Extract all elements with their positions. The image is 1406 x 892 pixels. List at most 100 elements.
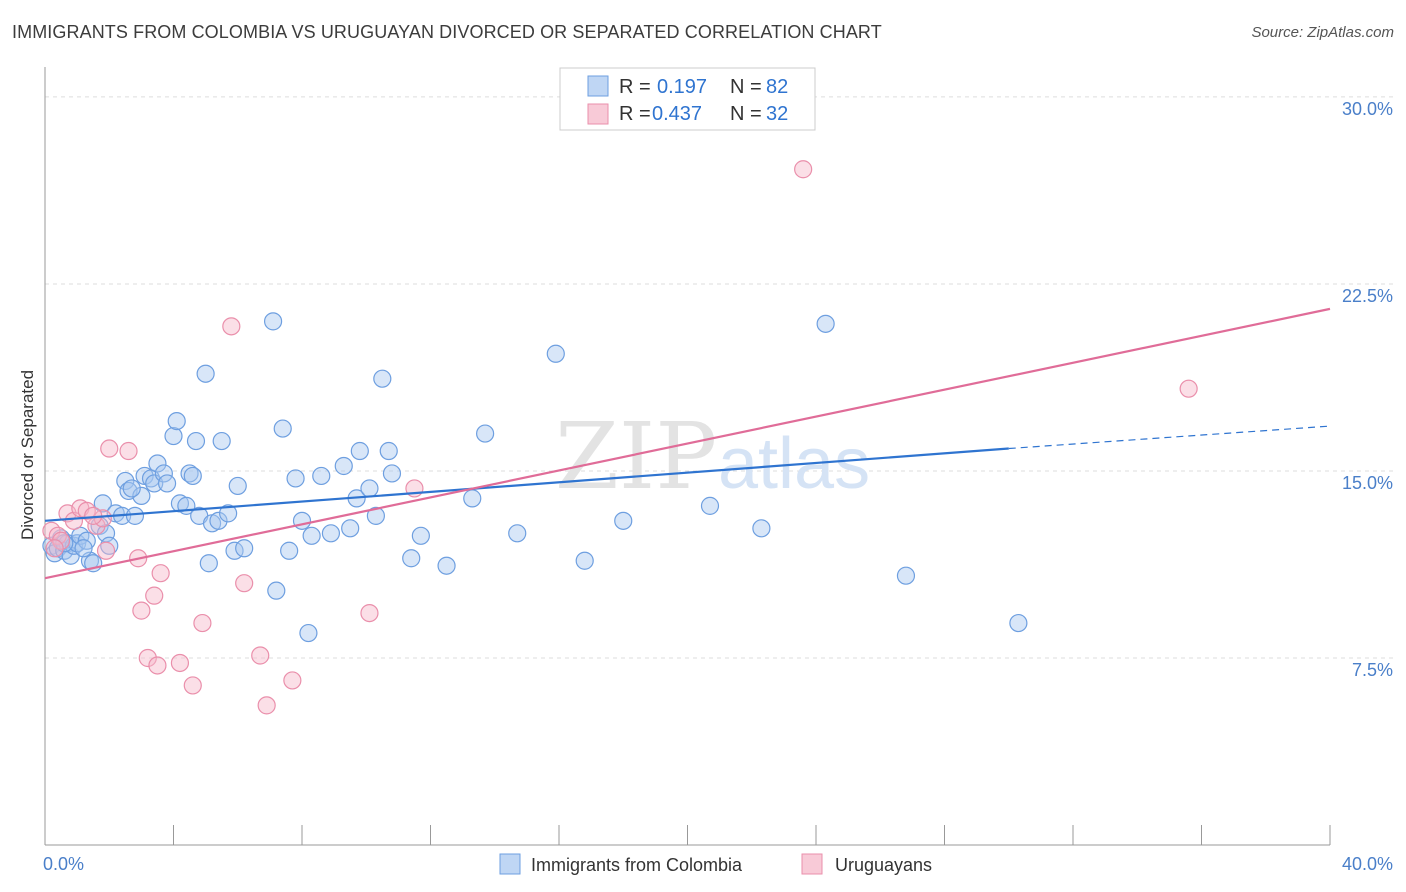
- data-point-blue: [463, 489, 482, 508]
- data-point-blue: [154, 464, 173, 483]
- data-point-pink: [132, 601, 151, 620]
- stats-r-value-blue: 0.197: [657, 76, 707, 98]
- bottom-legend: Immigrants from Colombia Uruguayans: [499, 853, 932, 875]
- data-point-blue: [302, 526, 321, 545]
- data-point-blue: [164, 426, 183, 446]
- data-point-blue: [334, 456, 353, 476]
- data-point-blue: [199, 554, 218, 573]
- data-point-blue: [273, 419, 292, 438]
- data-point-blue: [212, 431, 231, 451]
- data-points: [42, 160, 1198, 715]
- stats-legend: R = 0.197 N = 82 R = 0.437 N = 32: [559, 67, 816, 131]
- data-point-blue: [360, 479, 379, 498]
- data-point-blue: [366, 506, 385, 525]
- data-point-blue: [267, 581, 286, 600]
- trend-line-blue: [44, 447, 1009, 522]
- trend-line-pink: [44, 307, 1331, 580]
- data-point-blue: [186, 431, 206, 451]
- data-point-pink: [257, 696, 276, 715]
- data-point-blue: [209, 511, 228, 530]
- data-point-blue: [116, 471, 135, 491]
- data-point-blue: [125, 506, 145, 525]
- data-point-blue: [752, 519, 771, 538]
- x-tick-label: 40.0%: [1342, 854, 1393, 874]
- data-point-blue: [411, 526, 430, 545]
- data-point-blue: [132, 486, 151, 506]
- data-point-pink: [45, 539, 64, 558]
- data-point-blue: [896, 566, 916, 585]
- source-label: Source: ZipAtlas.com: [1251, 24, 1394, 41]
- data-point-blue: [476, 424, 495, 443]
- stats-r-value-pink: 0.437: [652, 103, 702, 125]
- x-tick-label: 0.0%: [43, 854, 84, 874]
- data-point-blue: [312, 466, 331, 486]
- legend-label-colombia: Immigrants from Colombia: [531, 855, 743, 875]
- watermark: ZIP atlas: [555, 403, 870, 510]
- legend-swatch-uruguayans: [801, 853, 823, 875]
- data-point-blue: [93, 494, 112, 513]
- y-tick-label: 7.5%: [1352, 660, 1393, 680]
- data-point-blue: [379, 441, 398, 461]
- data-point-blue: [183, 466, 202, 486]
- data-point-blue: [382, 464, 402, 483]
- data-point-blue: [816, 314, 835, 333]
- data-point-blue: [437, 556, 456, 575]
- stats-n-value-pink: 32: [766, 103, 788, 125]
- stats-legend-swatch-pink: [587, 103, 609, 125]
- data-point-pink: [183, 676, 202, 695]
- data-point-blue: [350, 441, 369, 461]
- stats-n-label-blue: N =: [730, 76, 762, 98]
- data-point-blue: [228, 476, 247, 496]
- stats-n-value-blue: 82: [766, 76, 788, 98]
- grid: [45, 96, 1395, 659]
- legend-swatch-colombia: [499, 853, 521, 875]
- data-point-blue: [299, 623, 318, 643]
- data-point-blue: [321, 524, 341, 543]
- y-tick-label: 30.0%: [1342, 99, 1393, 119]
- data-point-pink: [119, 441, 138, 461]
- watermark-zip: ZIP: [555, 403, 717, 510]
- data-point-pink: [235, 574, 254, 593]
- y-tick-label: 15.0%: [1342, 473, 1393, 493]
- stats-r-label-pink: R =: [619, 103, 651, 125]
- data-point-pink: [138, 648, 157, 668]
- stats-r-label-blue: R =: [619, 76, 651, 98]
- data-point-blue: [167, 411, 186, 431]
- data-point-pink: [794, 160, 813, 179]
- data-point-blue: [402, 549, 421, 568]
- trend-lines: [44, 307, 1331, 580]
- data-point-blue: [508, 524, 527, 543]
- data-point-blue: [280, 541, 299, 560]
- data-point-blue: [292, 511, 312, 530]
- data-point-blue: [219, 504, 238, 523]
- data-point-pink: [151, 564, 170, 583]
- data-point-pink: [170, 653, 190, 673]
- data-point-blue: [1009, 613, 1028, 633]
- data-point-blue: [546, 344, 565, 363]
- data-point-blue: [145, 474, 164, 493]
- data-point-pink: [96, 541, 116, 560]
- data-point-pink: [193, 613, 212, 633]
- data-point-blue: [373, 369, 392, 388]
- data-point-pink: [360, 603, 379, 623]
- y-tick-label: 22.5%: [1342, 286, 1393, 306]
- data-point-pink: [148, 656, 167, 675]
- chart-title: IMMIGRANTS FROM COLOMBIA VS URUGUAYAN DI…: [12, 22, 882, 42]
- data-point-pink: [100, 439, 119, 458]
- legend-label-uruguayans: Uruguayans: [835, 855, 932, 875]
- data-point-pink: [145, 586, 164, 605]
- stats-legend-swatch-blue: [587, 75, 609, 97]
- data-point-blue: [148, 454, 167, 473]
- data-point-blue: [575, 551, 594, 570]
- data-point-blue: [180, 464, 199, 483]
- data-point-blue: [700, 496, 720, 515]
- data-point-blue: [55, 534, 74, 553]
- data-point-blue: [196, 364, 215, 383]
- y-axis-label: Divorced or Separated: [18, 370, 37, 540]
- stats-n-label-pink: N =: [730, 103, 762, 125]
- data-point-blue: [235, 539, 254, 558]
- data-point-blue: [100, 536, 119, 555]
- data-point-blue: [286, 469, 305, 488]
- data-point-blue: [341, 519, 360, 538]
